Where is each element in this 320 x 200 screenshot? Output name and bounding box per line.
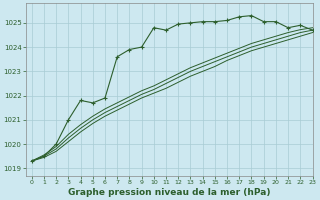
- X-axis label: Graphe pression niveau de la mer (hPa): Graphe pression niveau de la mer (hPa): [68, 188, 270, 197]
